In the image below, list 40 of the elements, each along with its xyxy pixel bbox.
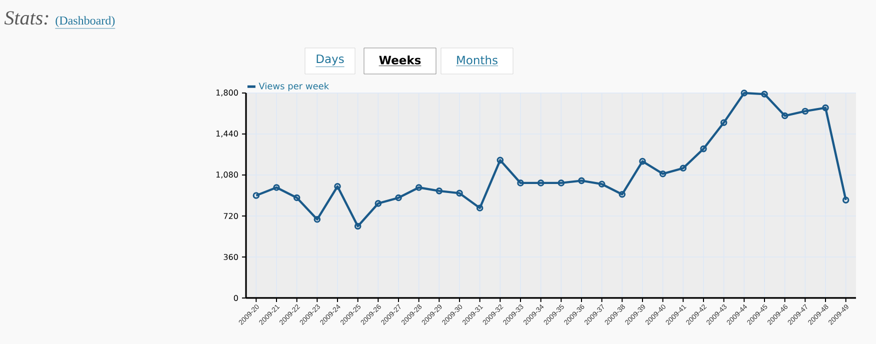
point — [740, 90, 748, 96]
text: Stats: — [4, 11, 48, 25]
point — [781, 112, 788, 120]
y-tick-label: 1,440 — [216, 130, 238, 138]
y-tick-label: 1,800 — [216, 90, 238, 96]
point — [517, 180, 524, 186]
y-tick-label: 0 — [234, 294, 238, 302]
point — [293, 194, 300, 202]
point — [456, 190, 463, 197]
y-tick-label: 720 — [224, 212, 238, 220]
y-tick-label: 360 — [224, 254, 238, 260]
point — [618, 190, 626, 198]
text: (Dashboard) — [56, 16, 115, 28]
point — [314, 216, 321, 223]
point — [578, 177, 585, 184]
point — [680, 164, 687, 172]
point — [802, 108, 809, 115]
text: Weeks — [379, 56, 421, 64]
text: Months — [457, 56, 498, 64]
point — [374, 200, 382, 207]
point — [415, 184, 422, 191]
point — [334, 182, 341, 190]
point — [354, 222, 362, 230]
point — [720, 119, 728, 126]
point — [822, 104, 829, 112]
y-tick-label: 1,080 — [216, 172, 238, 178]
text: Views per week — [258, 82, 330, 92]
point — [700, 145, 707, 152]
point — [436, 188, 443, 194]
point — [598, 180, 606, 188]
point — [558, 180, 565, 186]
point — [639, 158, 646, 165]
point — [537, 180, 544, 186]
point — [761, 90, 768, 98]
point — [273, 184, 280, 191]
point — [496, 156, 504, 164]
text: Days — [316, 54, 344, 66]
point — [476, 204, 484, 212]
point — [659, 170, 666, 178]
point — [395, 194, 402, 202]
